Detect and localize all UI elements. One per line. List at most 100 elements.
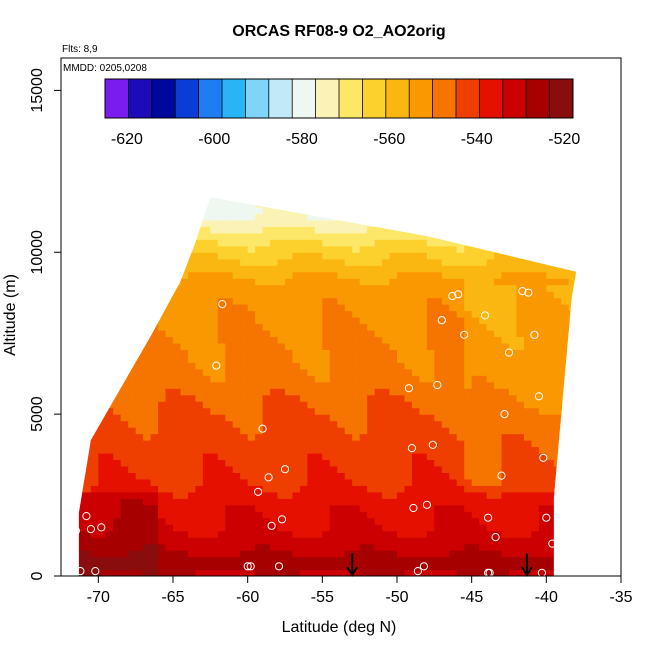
heatmap-cell (352, 355, 361, 363)
heatmap-cell (546, 504, 555, 512)
heatmap-cell (322, 459, 331, 467)
heatmap-cell (344, 206, 353, 215)
heatmap-cell (404, 252, 413, 260)
heatmap-cell (516, 200, 525, 208)
colorbar-swatch (432, 79, 457, 118)
heatmap-cell (337, 188, 345, 195)
heatmap-cell (113, 569, 122, 576)
heatmap-cell (240, 394, 249, 402)
heatmap-cell (307, 304, 316, 312)
heatmap-cell (411, 265, 420, 273)
heatmap-cell (337, 219, 346, 227)
heatmap-cell (165, 219, 174, 227)
heatmap-cell (553, 381, 562, 389)
heatmap-cell (270, 504, 279, 512)
heatmap-cell (494, 427, 503, 435)
heatmap-cell (375, 188, 383, 195)
heatmap-cell (78, 226, 84, 234)
heatmap-cell (135, 252, 144, 260)
heatmap-cell (531, 355, 540, 363)
heatmap-cell (61, 537, 69, 544)
heatmap-cell (404, 543, 413, 551)
heatmap-cell (299, 323, 308, 331)
heatmap-cell (285, 504, 294, 512)
heatmap-cell (352, 381, 361, 389)
heatmap-cell (412, 188, 420, 195)
heatmap-cell (120, 472, 129, 480)
heatmap-cell (449, 219, 458, 227)
heatmap-cell (501, 271, 510, 279)
heatmap-cell (367, 381, 376, 389)
heatmap-cell (105, 355, 114, 363)
heatmap-cell (344, 465, 353, 473)
heatmap-cell (494, 188, 502, 195)
heatmap-cell (240, 368, 249, 376)
heatmap-cell (337, 491, 346, 499)
heatmap-cell (382, 420, 391, 428)
heatmap-cell (113, 336, 122, 344)
heatmap-cell (90, 297, 99, 305)
heatmap-cell (389, 226, 398, 234)
heatmap-cell (195, 291, 204, 299)
heatmap-cell (479, 336, 488, 344)
heatmap-cell (225, 200, 234, 208)
heatmap-cell (329, 427, 338, 435)
heatmap-cell (359, 498, 368, 506)
heatmap-cell (113, 329, 122, 338)
heatmap-cell (479, 271, 488, 279)
heatmap-cell (337, 213, 346, 221)
heatmap-cell (456, 440, 465, 448)
heatmap-cell (441, 569, 450, 576)
heatmap-cell (561, 284, 570, 292)
heatmap-cell (464, 317, 473, 325)
heatmap-cell (187, 336, 196, 344)
heatmap-cell (225, 197, 234, 202)
heatmap-cell (479, 485, 488, 493)
heatmap-cell (270, 524, 279, 532)
observation-point (218, 300, 227, 309)
heatmap-cell (322, 465, 331, 473)
heatmap-cell (568, 245, 577, 253)
heatmap-cell (344, 304, 353, 312)
heatmap-cell (464, 258, 473, 266)
heatmap-cell (367, 478, 376, 486)
heatmap-cell (180, 336, 189, 344)
heatmap-cell (509, 297, 518, 305)
heatmap-cell (247, 543, 256, 551)
heatmap-cell (538, 336, 547, 344)
heatmap-cell (195, 452, 204, 461)
heatmap-cell (105, 446, 114, 454)
heatmap-cell (202, 504, 211, 512)
heatmap-cell (98, 317, 107, 325)
heatmap-cell (143, 329, 152, 338)
heatmap-cell (322, 304, 331, 312)
heatmap-cell (464, 188, 472, 195)
heatmap-cell (292, 433, 301, 441)
heatmap-cell (83, 388, 92, 396)
heatmap-cell (419, 407, 428, 415)
heatmap-cell (90, 213, 99, 221)
heatmap-cell (419, 291, 428, 299)
heatmap-cell (538, 407, 547, 415)
heatmap-cell (546, 245, 555, 253)
heatmap-cell (419, 258, 428, 266)
heatmap-cell (232, 504, 241, 512)
heatmap-cell (232, 297, 241, 305)
heatmap-cell (105, 232, 114, 240)
heatmap-cell (247, 388, 256, 396)
heatmap-cell (180, 452, 189, 461)
heatmap-cell (389, 197, 398, 202)
heatmap-cell (434, 511, 443, 519)
heatmap-cell (187, 465, 196, 473)
heatmap-cell (359, 355, 368, 363)
heatmap-cell (270, 543, 279, 551)
heatmap-cell (479, 569, 488, 576)
heatmap-cell (337, 323, 346, 331)
heatmap-cell (404, 414, 413, 422)
heatmap-cell (255, 252, 264, 260)
heatmap-cell (359, 317, 368, 325)
heatmap-cell (456, 245, 465, 253)
heatmap-cell (217, 388, 226, 396)
heatmap-cell (509, 252, 518, 260)
heatmap-cell (464, 375, 473, 383)
